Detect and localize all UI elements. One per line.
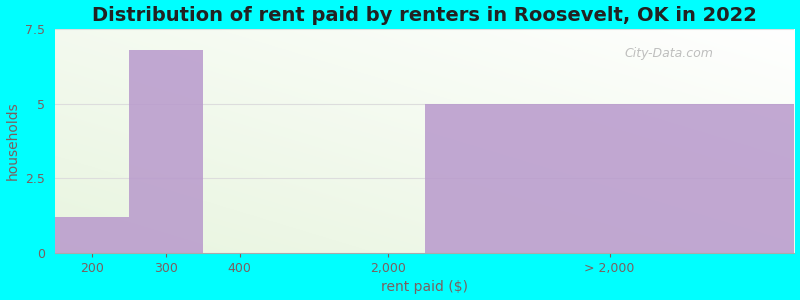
Bar [425,103,794,253]
X-axis label: rent paid ($): rent paid ($) [381,280,468,294]
Bar [55,217,129,253]
Title: Distribution of rent paid by renters in Roosevelt, OK in 2022: Distribution of rent paid by renters in … [92,6,757,25]
Text: City-Data.com: City-Data.com [624,47,714,60]
Y-axis label: households: households [6,101,19,180]
Bar [129,50,202,253]
